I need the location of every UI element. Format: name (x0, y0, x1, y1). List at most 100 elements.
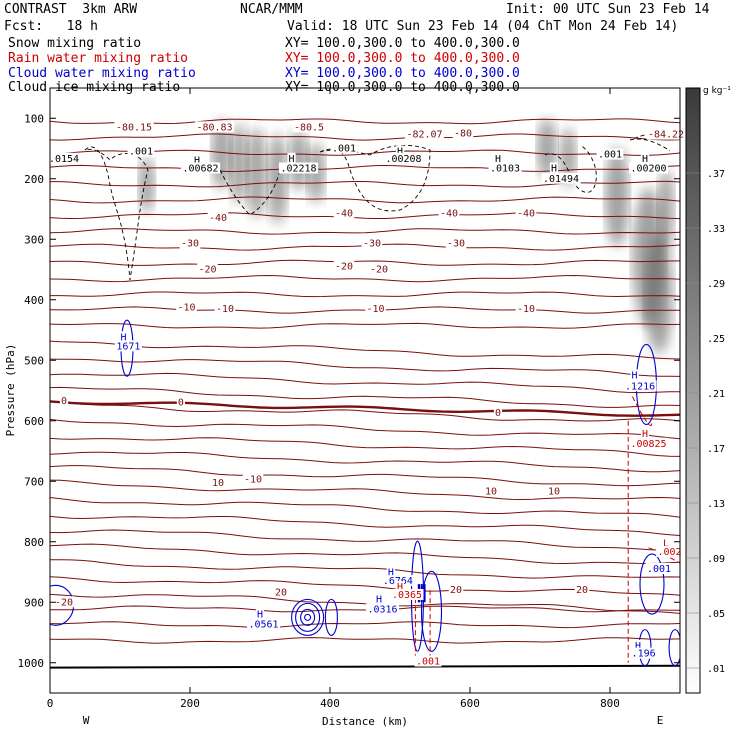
cloud-water-label: .001 (647, 564, 671, 575)
surface-line (50, 664, 680, 669)
cloud-water-contour (639, 553, 665, 615)
temperature-label-bg (176, 396, 185, 408)
temperature-contour (50, 274, 680, 283)
temperature-contour (50, 291, 680, 298)
temperature-label-bg (273, 586, 289, 598)
rain-label: H (397, 582, 403, 593)
temperature-label-bg (448, 584, 464, 596)
snow-label: H (288, 154, 294, 165)
cloud-water-label: .196 (632, 649, 656, 660)
cloud-water-label-bg (247, 618, 280, 630)
colorbar (685, 87, 701, 694)
cloud-water-label-bg (115, 340, 142, 352)
temperature-label: -82.07 (406, 130, 442, 141)
snow-label-bg (383, 152, 424, 164)
snow-label-bg (180, 162, 221, 174)
rain-label: .00825 (630, 439, 666, 450)
cloud-water-label-bg (630, 369, 639, 381)
snow-label: .01494 (543, 174, 579, 185)
colorbar-tick-label: .05 (707, 609, 725, 620)
temperature-label: -20 (198, 265, 216, 276)
temperature-label-bg (197, 263, 218, 275)
rain-contours (414, 396, 680, 663)
colorbar-tick-label: .21 (707, 389, 725, 400)
temperature-label: -20 (55, 597, 73, 608)
y-tick-label: 400 (24, 294, 44, 307)
temperature-label-bg (114, 121, 154, 133)
temperature-contour (50, 515, 680, 536)
temperature-contour (50, 149, 680, 156)
snow-label: .001 (598, 150, 622, 161)
snow-plume (605, 146, 629, 247)
x-tick-label: 400 (320, 697, 340, 710)
rain-label: .0365 (392, 590, 422, 601)
field-name-snow: Snow mixing ratio (8, 36, 142, 51)
temperature-contour (50, 465, 680, 487)
colorbar-tick-label: .25 (707, 334, 725, 345)
zero-degree-contour (50, 400, 680, 417)
rain-label: .002 (657, 547, 681, 558)
temperature-label-bg (207, 212, 229, 224)
cloud-ice-contour (319, 145, 431, 212)
snow-label: .00208 (385, 154, 421, 165)
temperature-label: -40 (440, 208, 458, 219)
temperature-label-bg (333, 207, 355, 219)
snow-label-bg (541, 172, 581, 184)
temperature-contour (50, 497, 680, 518)
cloud-water-label-bg (366, 603, 399, 615)
rain-label-bg (390, 589, 424, 601)
snow-label-bg (640, 152, 650, 164)
cloud-water-label-bg (119, 331, 128, 343)
rain-label-bg (656, 546, 683, 558)
forecast-hour: Fcst: 18 h (4, 19, 98, 34)
temperature-label: -40 (517, 208, 535, 219)
snow-label-bg (278, 162, 319, 174)
colorbar-tick-label: .37 (707, 169, 725, 180)
cloud-water-contour (420, 570, 443, 652)
temperature-contour (50, 259, 680, 266)
temperature-contour (50, 418, 680, 440)
temperature-contour (50, 529, 680, 551)
cloud-water-label-bg (255, 608, 265, 620)
cloud-water-contours (50, 319, 680, 667)
temperature-label-bg (445, 237, 467, 249)
temperature-label-bg (646, 128, 686, 140)
rain-label-bg (628, 437, 669, 449)
temperature-contour (50, 437, 680, 457)
x-tick-label: 600 (460, 697, 480, 710)
temperature-label-bg (515, 207, 537, 219)
temperature-label-bg (365, 302, 386, 314)
temperature-label-bg (53, 596, 75, 608)
snow-plume (246, 127, 267, 218)
temperature-label-bg (368, 263, 390, 275)
temperature-label-bg (333, 260, 355, 272)
colorbar-tick-label: .17 (707, 444, 725, 455)
snow-plume (645, 233, 673, 354)
snow-label: .00200 (630, 163, 666, 174)
y-tick-label: 300 (24, 233, 44, 246)
temperature-label: -80 (454, 128, 472, 139)
temperature-label-bg (242, 473, 264, 485)
temperature-contour (50, 637, 680, 644)
snow-plume (560, 127, 576, 188)
colorbar-ticks: .37 .33 .29 .25 .21 .17 .13 .09 .05 .01 (686, 169, 725, 675)
temperature-label: 0 (495, 408, 501, 419)
cloud-water-label-bg (630, 647, 657, 659)
cloud-water-label: .0561 (248, 620, 278, 631)
y-tick-label: 1000 (18, 657, 45, 670)
snow-label: H (397, 147, 403, 158)
x-tick-label: 200 (180, 697, 200, 710)
snow-label: H (642, 154, 648, 165)
snow-label: .0154 (49, 154, 79, 165)
temperature-contour (50, 593, 680, 614)
colorbar-tick-label: .13 (707, 499, 725, 510)
field-xy-snow: XY= 100.0,300.0 to 400.0,300.0 (285, 36, 520, 51)
temperature-contour (50, 386, 680, 408)
temperature-label: -20 (370, 265, 388, 276)
snow-label-bg (395, 145, 405, 157)
field-xy-cloud-water: XY= 100.0,300.0 to 400.0,300.0 (285, 66, 520, 81)
temperature-contour (50, 401, 680, 422)
cloud-water-contour (304, 613, 312, 621)
temperature-label: -80.15 (116, 122, 152, 133)
cloud-water-contour (324, 598, 338, 636)
